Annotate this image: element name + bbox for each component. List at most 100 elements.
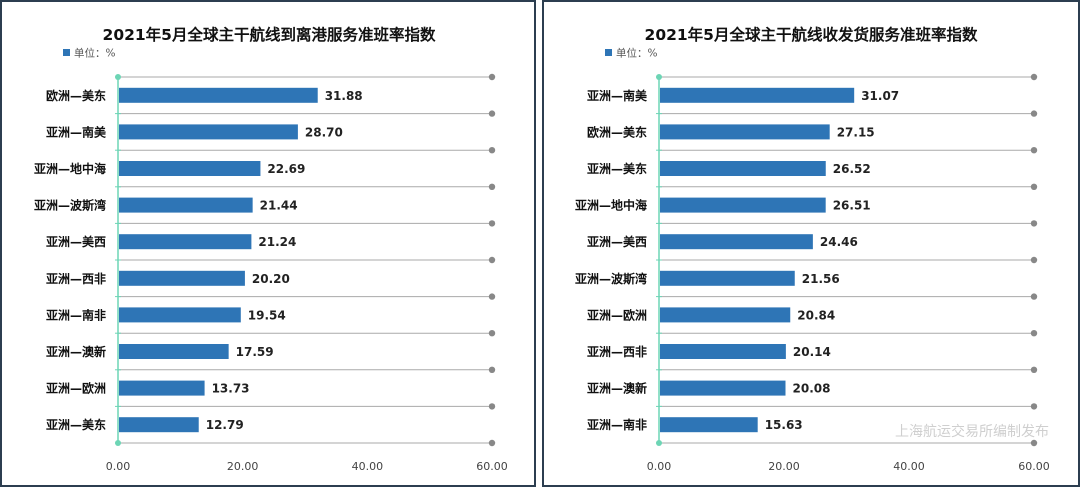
bar: [660, 161, 826, 176]
bar: [119, 380, 205, 396]
bar: [119, 307, 241, 323]
data-label: 21.24: [258, 235, 296, 249]
x-tick-label: 20.00: [227, 460, 259, 473]
y-axis-end-dot: [656, 440, 662, 446]
bar: [660, 380, 786, 396]
bar: [119, 270, 245, 286]
legend-swatch: [605, 49, 612, 56]
category-label: 亚洲—南非: [587, 417, 647, 432]
gridline-end-dot: [488, 220, 496, 227]
category-label: 亚洲—波斯湾: [575, 271, 647, 286]
data-label: 20.20: [252, 272, 290, 286]
bar: [660, 124, 830, 140]
category-label: 亚洲—美西: [46, 234, 106, 249]
bar: [660, 307, 791, 323]
legend-label: 单位：%: [74, 47, 115, 60]
gridline-end-dot: [488, 403, 496, 410]
chart-title: 2021年5月全球主干航线收发货服务准班率指数: [645, 25, 978, 44]
x-tick-label: 20.00: [768, 460, 800, 473]
chart-title: 2021年5月全球主干航线到离港服务准班率指数: [103, 25, 436, 44]
watermark: 上海航运交易所编制发布: [895, 423, 1049, 440]
legend-label: 单位：%: [616, 47, 657, 60]
data-label: 15.63: [765, 418, 803, 432]
gridline-end-dot: [1030, 330, 1038, 337]
gridline-end-dot: [1030, 439, 1038, 447]
gridline-end-dot: [1030, 366, 1038, 373]
gridline-end-dot: [1030, 147, 1038, 154]
gridline-end-dot: [1030, 256, 1038, 264]
bar: [119, 161, 261, 176]
data-label: 27.15: [837, 125, 875, 139]
gridline-end-dot: [488, 366, 496, 373]
gridline-end-dot: [488, 183, 496, 190]
data-label: 20.08: [793, 382, 831, 396]
data-label: 26.52: [833, 162, 871, 176]
data-label: 21.56: [802, 272, 840, 286]
category-label: 亚洲—西非: [587, 344, 647, 359]
bar: [660, 87, 855, 103]
bar: [119, 197, 253, 213]
x-tick-label: 0.00: [106, 460, 131, 473]
category-label: 亚洲—波斯湾: [34, 198, 106, 213]
data-label: 17.59: [236, 345, 274, 359]
bar: [119, 124, 298, 140]
category-label: 亚洲—欧洲: [46, 381, 106, 396]
category-label: 亚洲—地中海: [34, 161, 106, 176]
gridline-end-dot: [1030, 403, 1038, 410]
bar: [660, 234, 813, 250]
gridline-end-dot: [1030, 73, 1038, 81]
data-label: 22.69: [267, 162, 305, 176]
data-label: 13.73: [212, 382, 250, 396]
x-tick-label: 40.00: [352, 460, 384, 473]
category-label: 亚洲—美东: [46, 417, 106, 432]
category-label: 亚洲—欧洲: [587, 307, 647, 322]
x-tick-label: 0.00: [647, 460, 672, 473]
y-axis-end-dot: [115, 74, 121, 80]
gridline-end-dot: [488, 256, 496, 264]
bar: [119, 234, 252, 250]
x-tick-label: 60.00: [476, 460, 508, 473]
gridline-end-dot: [488, 330, 496, 337]
data-label: 20.14: [793, 345, 831, 359]
x-tick-label: 40.00: [893, 460, 925, 473]
gridline-end-dot: [488, 147, 496, 154]
y-axis-end-dot: [656, 74, 662, 80]
bar: [660, 417, 758, 433]
data-label: 31.07: [861, 89, 899, 103]
category-label: 亚洲—澳新: [587, 381, 647, 396]
gridline-end-dot: [488, 110, 496, 117]
chart-panel-departure-arrival: 2021年5月全球主干航线到离港服务准班率指数单位：% 欧洲—美东 31.88 亚洲—…: [0, 0, 536, 487]
data-label: 31.88: [325, 89, 363, 103]
gridline-end-dot: [1030, 220, 1038, 227]
bar: [119, 417, 199, 433]
bar: [660, 270, 795, 286]
data-label: 20.84: [797, 308, 835, 322]
category-label: 亚洲—地中海: [575, 198, 647, 213]
category-label: 亚洲—南非: [46, 307, 106, 322]
y-axis-end-dot: [115, 440, 121, 446]
category-label: 亚洲—美西: [587, 234, 647, 249]
category-label: 亚洲—澳新: [46, 344, 106, 359]
category-label: 欧洲—美东: [46, 88, 106, 103]
x-tick-label: 60.00: [1018, 460, 1050, 473]
bar: [119, 344, 229, 359]
chart-panel-receipt-delivery: 2021年5月全球主干航线收发货服务准班率指数单位：% 亚洲—南美 31.07 欧洲—…: [542, 0, 1080, 487]
data-label: 24.46: [820, 235, 858, 249]
gridline-end-dot: [1030, 183, 1038, 190]
category-label: 亚洲—南美: [587, 88, 648, 103]
bar: [660, 197, 826, 213]
data-label: 26.51: [833, 199, 871, 213]
gridline-end-dot: [1030, 293, 1038, 300]
data-label: 19.54: [248, 308, 286, 322]
gridline-end-dot: [488, 439, 496, 447]
category-label: 亚洲—南美: [46, 124, 107, 139]
category-label: 欧洲—美东: [587, 124, 647, 139]
gridline-end-dot: [488, 293, 496, 300]
gridline-end-dot: [488, 73, 496, 81]
legend-swatch: [63, 49, 70, 56]
data-label: 28.70: [305, 125, 343, 139]
data-label: 21.44: [260, 199, 298, 213]
bar: [119, 87, 318, 103]
